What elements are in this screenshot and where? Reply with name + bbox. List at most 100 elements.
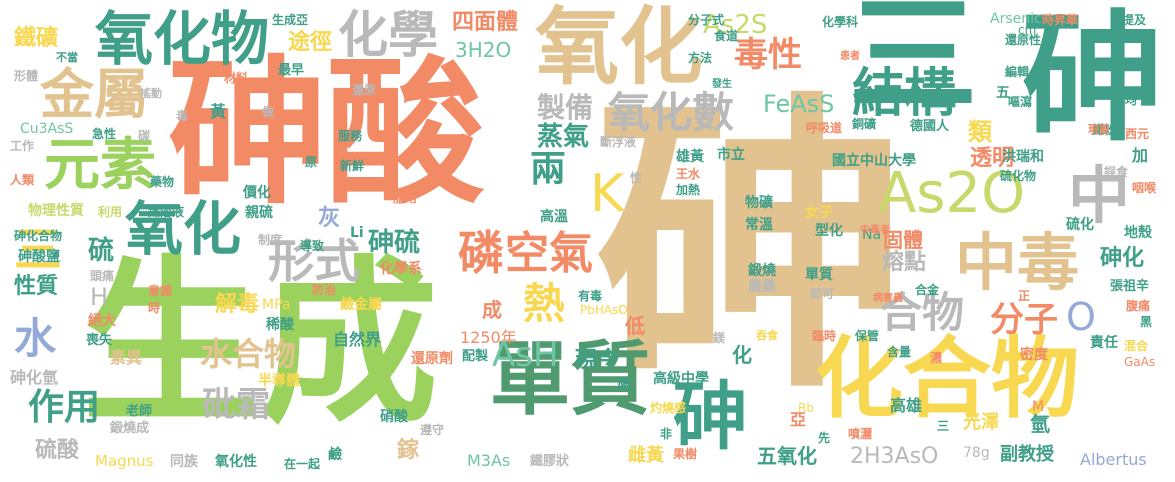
word: 意識	[148, 284, 173, 298]
word: 氧化性	[215, 454, 257, 470]
word: 礦	[618, 377, 631, 391]
word: 化學系	[380, 261, 422, 277]
word: 鹼	[328, 447, 342, 463]
word: 常溫	[745, 217, 773, 233]
word: 元素	[44, 133, 156, 198]
word: GaAs	[1124, 355, 1156, 369]
word: 藥物	[150, 175, 175, 189]
word: 2H3AsO	[850, 444, 939, 469]
word: 急性	[92, 127, 117, 141]
word: 嘔瀉	[1008, 95, 1033, 109]
word: 結構	[852, 64, 957, 124]
word: 新鮮	[340, 159, 365, 173]
word: 鐵礦	[14, 26, 59, 51]
word: 空氣	[505, 228, 593, 279]
word: 稀酸	[266, 317, 294, 333]
word: 方法	[688, 51, 713, 65]
word: Cu3AsS	[20, 121, 74, 137]
word: 時昇華	[1042, 13, 1079, 27]
word: 單質	[805, 267, 833, 283]
word: 遵守	[420, 423, 445, 437]
word: 高級中學	[653, 371, 709, 387]
word: 頭痛	[90, 269, 115, 283]
word: 絕大	[88, 313, 116, 329]
word: 形體	[14, 69, 39, 83]
word: O	[1066, 295, 1096, 339]
word: 氧化數	[608, 88, 735, 137]
word: 加熱	[676, 183, 701, 197]
word: 化學	[338, 6, 438, 64]
word: 水合物	[200, 335, 297, 373]
word: 形式	[268, 234, 360, 288]
word: 提及	[1122, 13, 1147, 27]
word: Li	[350, 225, 364, 241]
word: Rb	[798, 401, 814, 415]
word: 均	[1125, 93, 1138, 107]
word: 鐵溶液	[148, 205, 185, 219]
word: 砷酸鹽	[18, 249, 60, 265]
word: 途徑	[288, 30, 333, 55]
word: 即可	[810, 287, 835, 301]
word: 病害蟲	[873, 293, 903, 304]
word: 砷	[1022, 0, 1163, 161]
word: 物理性質	[28, 203, 84, 219]
word: 國立中山大學	[832, 153, 916, 169]
word: 硫化物	[1000, 169, 1037, 183]
word: 砷酸	[168, 42, 484, 226]
word: 喪失	[86, 333, 113, 348]
word: Arsenic	[990, 11, 1042, 27]
word: 雌黃	[628, 445, 664, 466]
word: 正	[1018, 289, 1031, 303]
word: 先	[818, 431, 831, 445]
word: 砷	[673, 374, 747, 460]
word: 1250年	[460, 328, 517, 347]
word: 雄黃	[676, 149, 704, 165]
word: 熔點	[882, 250, 927, 275]
word: 腹痛	[1126, 299, 1151, 313]
word: 化學科	[822, 15, 859, 29]
word: 解毒	[215, 292, 260, 317]
word: 還原劑	[411, 351, 453, 367]
word: 配製	[462, 349, 489, 364]
word: 高溫	[540, 209, 568, 225]
word: 三	[848, 0, 979, 131]
word: 78g	[963, 445, 990, 461]
word: 最早	[278, 63, 305, 78]
word: 洪瑞和	[1002, 149, 1044, 165]
word: 濃	[930, 351, 943, 365]
word: 保管	[855, 329, 880, 343]
word: 中毒者	[860, 225, 890, 236]
word: 食道	[714, 29, 739, 43]
word: 在一起	[284, 457, 321, 471]
word: 鍛燒	[748, 263, 776, 279]
word: 噴灑	[848, 427, 873, 441]
word: 硫	[88, 236, 115, 266]
word: 中毒	[955, 226, 1080, 299]
word: 王水	[676, 167, 701, 181]
word: 類	[968, 118, 992, 146]
word: 時	[148, 301, 161, 315]
word: 責任	[1090, 335, 1118, 351]
word: 誤食	[1104, 165, 1129, 179]
word: 材料	[224, 71, 249, 85]
word: 灼燒感	[650, 401, 687, 415]
word: C	[618, 303, 627, 317]
word: 農藥	[748, 279, 776, 295]
word: 價化	[243, 185, 271, 201]
word: 有毒	[578, 289, 603, 303]
word: 混合	[1124, 339, 1149, 353]
word: 砒霜	[202, 385, 270, 425]
word: 金屬	[40, 63, 148, 126]
word: H	[90, 283, 109, 311]
word: 性質	[14, 274, 59, 299]
word: 砷化氫	[10, 368, 59, 387]
word: As2S	[703, 10, 768, 40]
word: 工作	[10, 139, 35, 153]
word: AsH	[492, 335, 559, 375]
word: 含量	[887, 345, 912, 359]
word: 導致	[300, 239, 325, 253]
word: MPa	[262, 297, 291, 313]
word: 磷	[458, 226, 504, 280]
word: 硫酸	[35, 438, 80, 463]
